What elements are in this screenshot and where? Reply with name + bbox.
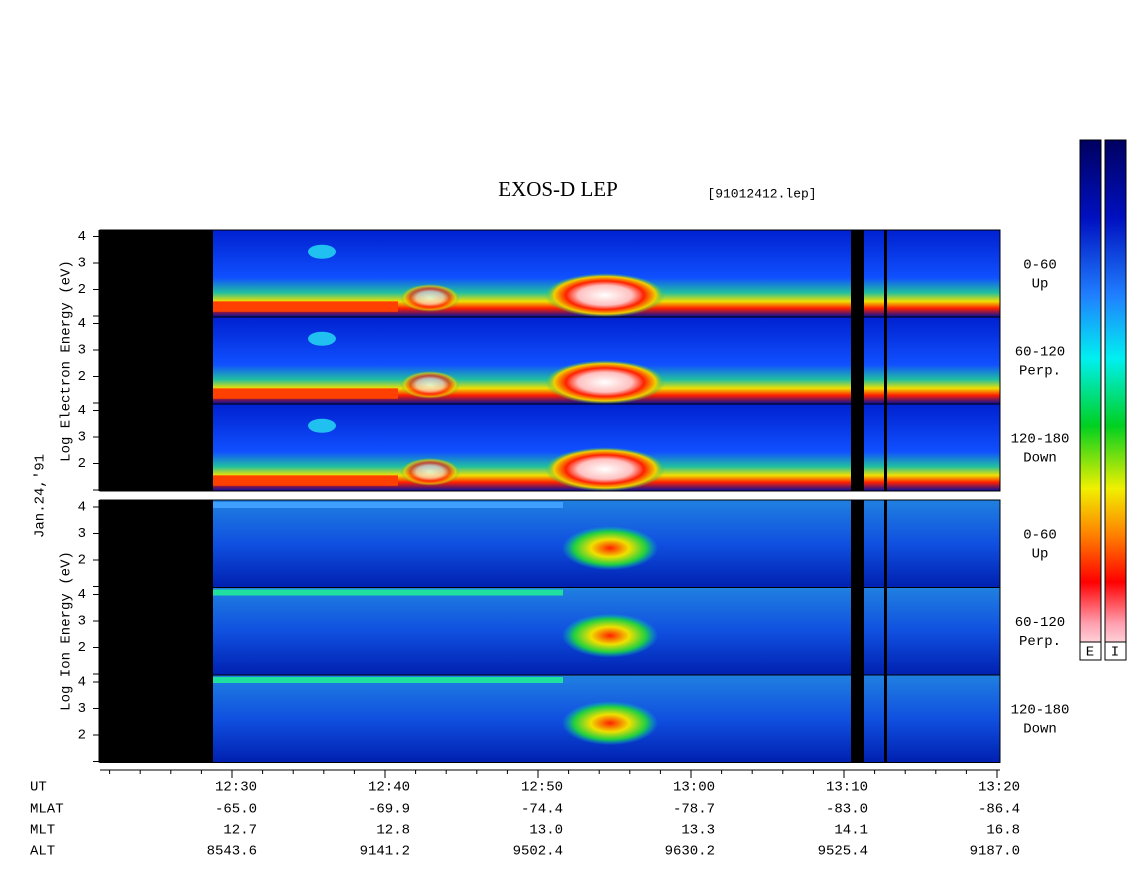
ion-y-label: Log Ion Energy (eV) [59, 551, 75, 711]
row-value: -83.0 [826, 802, 868, 818]
y-tick-label: 2 [78, 369, 86, 385]
row-value: 8543.6 [207, 844, 257, 860]
blob [308, 418, 336, 433]
hot-region [545, 273, 665, 318]
ion-band [213, 677, 563, 683]
y-tick-label: 3 [78, 701, 86, 717]
ion-band [213, 589, 563, 596]
row-value: 13:00 [673, 780, 715, 796]
blob [308, 244, 336, 259]
hot-region [545, 447, 665, 492]
row-value: 14.1 [834, 823, 868, 839]
row-value: 12:40 [368, 780, 410, 796]
row-value: -78.7 [673, 802, 715, 818]
panel-label: 120-180 [1011, 703, 1070, 719]
row-value: 12:50 [521, 780, 563, 796]
row-value: -74.4 [521, 802, 563, 818]
panel-label: 0-60 [1023, 528, 1057, 544]
panel-sublabel: Up [1032, 547, 1049, 563]
low-energy-band [213, 475, 398, 486]
y-tick-label: 2 [78, 728, 86, 744]
spectrogram [99, 229, 1001, 763]
data-gap [851, 500, 864, 763]
y-tick-label: 4 [78, 229, 86, 245]
row-value: 12.8 [376, 823, 410, 839]
colorbar-label-box [1104, 641, 1127, 661]
ion-hot-region [562, 526, 658, 571]
row-value: 9525.4 [818, 844, 868, 860]
electron-y-label: Log Electron Energy (eV) [59, 260, 75, 462]
title: EXOS-D LEP [498, 177, 618, 201]
panel-sublabel: Perp. [1019, 634, 1061, 650]
panel-label: 0-60 [1023, 258, 1057, 274]
row-value: 12:30 [215, 780, 257, 796]
colorbar-label: I [1111, 645, 1119, 661]
ion-hot-region [562, 613, 658, 658]
y-tick-label: 2 [78, 553, 86, 569]
data-gap [884, 500, 887, 763]
row-value: 16.8 [986, 823, 1020, 839]
row-value: 13.0 [529, 823, 563, 839]
row-value: 9630.2 [665, 844, 715, 860]
hot-region [545, 360, 665, 405]
y-tick-label: 2 [78, 282, 86, 298]
y-tick-label: 3 [78, 614, 86, 630]
panel-sublabel: Down [1023, 451, 1057, 467]
ion-hot-region [562, 701, 658, 746]
y-tick-label: 3 [78, 526, 86, 542]
data-gap [851, 230, 864, 491]
row-value: 9187.0 [970, 844, 1020, 860]
panel-label: 60-120 [1015, 615, 1065, 631]
panel-sublabel: Perp. [1019, 364, 1061, 380]
hot-region [400, 370, 460, 399]
y-tick-label: 4 [78, 675, 86, 691]
date: Jan.24,'91 [33, 454, 49, 538]
row-value: -86.4 [978, 802, 1020, 818]
low-energy-band [213, 388, 398, 399]
colorbar-e [1079, 139, 1102, 661]
row-value: -65.0 [215, 802, 257, 818]
hot-region [400, 457, 460, 486]
colorbar-i [1104, 139, 1127, 661]
data-gap [100, 500, 213, 763]
row-value: 9141.2 [360, 844, 410, 860]
row-value: 13:20 [978, 780, 1020, 796]
panel-sublabel: Up [1032, 277, 1049, 293]
y-tick-label: 2 [78, 640, 86, 656]
y-tick-label: 4 [78, 587, 86, 603]
y-tick-label: 4 [78, 403, 86, 419]
panel-label: 120-180 [1011, 432, 1070, 448]
row-value: -69.9 [368, 802, 410, 818]
frame [99, 499, 1001, 763]
row-value: 12.7 [223, 823, 257, 839]
row-name: UT [30, 780, 47, 796]
low-energy-band [213, 301, 398, 312]
frame [99, 229, 1001, 492]
hot-region [400, 283, 460, 312]
y-tick-label: 4 [78, 500, 86, 516]
row-name: MLT [30, 823, 55, 839]
colorbar-label: E [1086, 645, 1094, 661]
row-name: ALT [30, 844, 55, 860]
file-name: [91012412.lep] [707, 186, 816, 201]
panel-sublabel: Down [1023, 722, 1057, 738]
row-value: 13.3 [681, 823, 715, 839]
y-tick-label: 3 [78, 430, 86, 446]
row-value: 9502.4 [513, 844, 563, 860]
ion-band [213, 502, 563, 508]
y-tick-label: 3 [78, 343, 86, 359]
data-gap [100, 230, 213, 491]
y-tick-label: 3 [78, 256, 86, 272]
row-value: 13:10 [826, 780, 868, 796]
panel-label: 60-120 [1015, 345, 1065, 361]
y-tick-label: 2 [78, 456, 86, 472]
blob [308, 331, 336, 346]
colorbar-label-box [1079, 641, 1102, 661]
y-tick-label: 4 [78, 316, 86, 332]
data-gap [884, 230, 887, 491]
row-name: MLAT [30, 802, 64, 818]
